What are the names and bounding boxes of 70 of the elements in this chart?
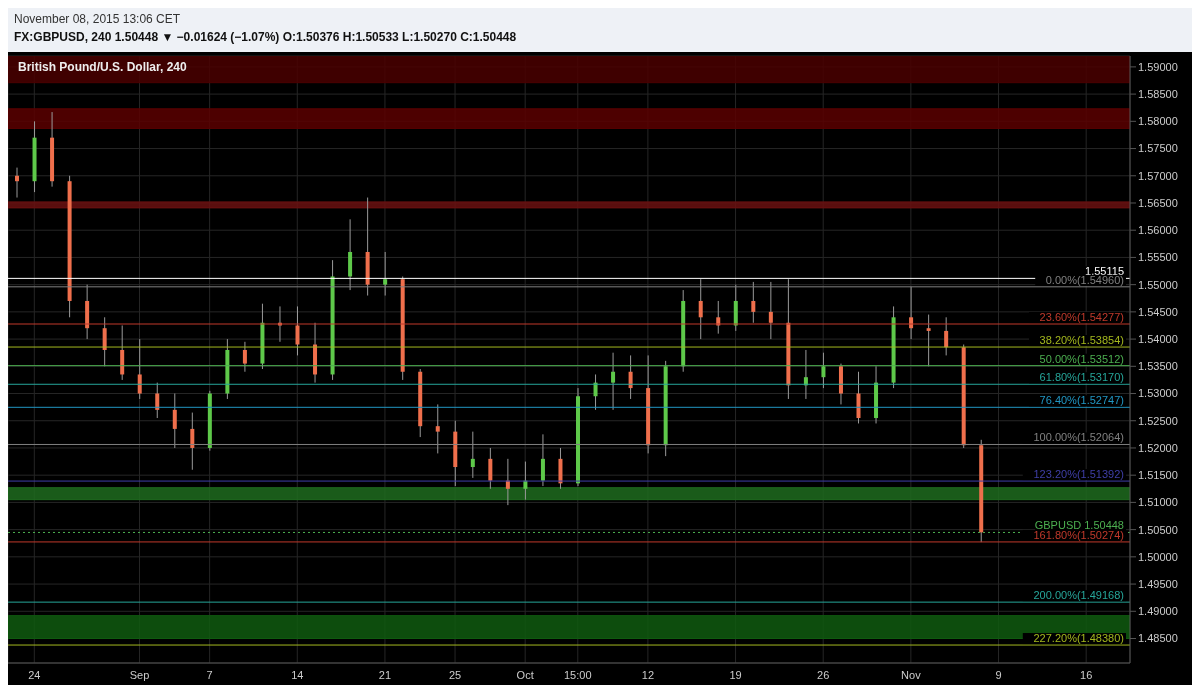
candlestick (242, 341, 247, 373)
y-tick-label: 1.59000 (1138, 60, 1178, 73)
x-tick-label: 24 (28, 668, 41, 681)
y-tick-label: 1.52500 (1138, 414, 1178, 427)
ref-line-label: 100.00%(1.52064) (1033, 431, 1124, 444)
x-tick-label: 12 (641, 668, 655, 681)
candlestick (628, 354, 633, 400)
y-tick-label: 1.57500 (1138, 142, 1178, 155)
candlestick (698, 278, 703, 340)
x-tick-label: 7 (206, 668, 213, 681)
candlestick (470, 431, 475, 479)
candlestick (137, 338, 142, 400)
candlestick (155, 382, 160, 419)
candlestick (102, 316, 107, 367)
x-tick-label: 25 (448, 668, 462, 681)
y-tick-label: 1.57000 (1138, 169, 1178, 182)
x-tick-label: Sep (129, 668, 150, 681)
candlestick (944, 316, 949, 356)
chart-subtitle: FX:GBPUSD, 240 1.50448 ▼ −0.01624 (−1.07%) O:1.50376 H:1.50533 L:1.50270 C:1.50448 (14, 29, 518, 46)
candlestick (435, 403, 440, 454)
x-tick-label: Oct (516, 668, 534, 681)
x-tick-label: 16 (1080, 668, 1093, 681)
ref-line-label: 76.40%(1.52747) (1039, 394, 1124, 407)
ref-line-label: 38.20%(1.53854) (1039, 334, 1124, 347)
ref-line-label: 227.20%(1.48380) (1033, 632, 1124, 645)
candlestick (295, 305, 300, 356)
y-tick-label: 1.50000 (1138, 550, 1178, 563)
x-tick-label: 14 (291, 668, 304, 681)
y-tick-label: 1.50500 (1138, 523, 1178, 536)
y-tick-label: 1.55000 (1138, 278, 1178, 291)
y-tick-label: 1.56000 (1138, 224, 1178, 237)
candlestick (190, 412, 195, 471)
y-tick-label: 1.55500 (1138, 251, 1178, 264)
y-tick-label: 1.53500 (1138, 360, 1178, 373)
x-tick-label: 21 (378, 668, 392, 681)
y-tick-label: 1.51500 (1138, 469, 1178, 482)
ref-line-label: 50.00%(1.53512) (1039, 352, 1124, 365)
text: November 08, 2015 13:06 CET (14, 11, 182, 28)
candlestick (540, 433, 545, 487)
x-tick-label: 9 (995, 668, 1002, 681)
y-tick-label: 1.51000 (1138, 496, 1178, 509)
y-tick-label: 1.49000 (1138, 605, 1178, 618)
ref-line-label: 61.80%(1.53170) (1039, 371, 1124, 384)
y-tick-label: 1.58000 (1138, 115, 1178, 128)
y-tick-label: 1.53000 (1138, 387, 1178, 400)
candlestick (821, 352, 826, 389)
candlestick (751, 281, 756, 324)
y-tick-label: 1.52000 (1138, 441, 1178, 454)
x-tick-label: 26 (817, 668, 830, 681)
chart-title: British Pound/U.S. Dollar, 240 (18, 60, 187, 74)
candlestick (488, 447, 493, 490)
candlestick (768, 281, 773, 340)
ref-line-label: 23.60%(1.54277) (1039, 311, 1124, 324)
ref-line-label: 123.20%(1.51392) (1033, 468, 1124, 481)
x-tick-label: 15:00 (564, 668, 592, 681)
y-tick-label: 1.54500 (1138, 305, 1178, 318)
x-tick-label: Nov (901, 668, 922, 681)
y-tick-label: 1.58500 (1138, 88, 1178, 101)
candlestick (383, 251, 388, 297)
x-tick-label: 19 (729, 668, 742, 681)
ref-line-label: GBPUSD 1.50448 (1034, 519, 1124, 532)
candlestick (611, 352, 616, 411)
y-tick-label: 1.56500 (1138, 196, 1178, 209)
y-tick-label: 1.48500 (1138, 632, 1178, 645)
ref-line-label: 200.00%(1.49168) (1033, 589, 1124, 602)
candlestick (172, 393, 177, 449)
y-tick-label: 1.49500 (1138, 577, 1178, 590)
y-tick-label: 1.54000 (1138, 332, 1178, 345)
candlestick (15, 167, 19, 199)
candlestick (926, 314, 931, 367)
